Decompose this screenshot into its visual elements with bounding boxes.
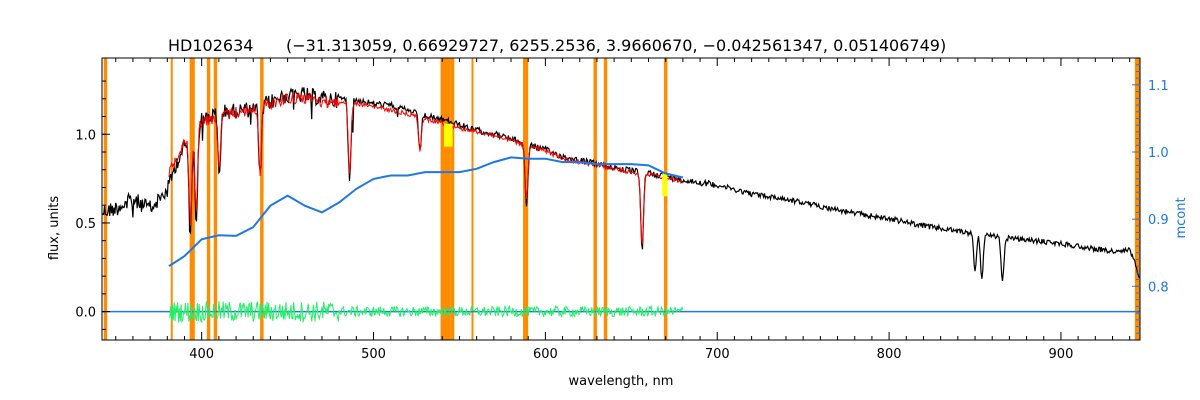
masked-regions-layer <box>103 58 1140 340</box>
masked-region-11 <box>603 58 608 340</box>
y-tick-label: 0.0 <box>75 306 96 321</box>
y-tick-label: 1.0 <box>75 128 96 143</box>
y2-tick-label: 0.9 <box>1148 213 1169 228</box>
masked-region-5 <box>260 58 264 340</box>
y2-axis-label: mcont <box>1174 197 1189 238</box>
x-tick-label: 700 <box>705 347 730 362</box>
masked-region-2 <box>189 58 195 340</box>
y-axis-label: flux, units <box>47 196 62 261</box>
residuals-line <box>168 300 684 324</box>
chart-subtitle: (−31.313059, 0.66929727, 6255.2536, 3.96… <box>286 36 946 55</box>
masked-region-12 <box>663 58 668 340</box>
residuals-layer <box>102 300 1140 324</box>
highlight-segment-1 <box>662 173 668 197</box>
x-tick-label: 400 <box>189 347 214 362</box>
masked-region-1 <box>170 58 173 340</box>
masked-region-4 <box>213 58 218 340</box>
mcont-layer <box>168 156 684 267</box>
masked-region-7 <box>450 58 455 340</box>
observed-spectrum-layer <box>101 86 1141 281</box>
model-spectrum-layer <box>168 92 684 245</box>
model-spectrum-line <box>168 92 684 245</box>
masked-region-0 <box>103 58 108 340</box>
masked-region-10 <box>593 58 597 340</box>
y2-ticks-layer: 0.8 0.9 1.0 1.1 <box>1132 64 1169 334</box>
x-tick-label: 800 <box>877 347 902 362</box>
highlight-segment-0 <box>443 123 453 147</box>
x-ticks-layer: 400 500 600 700 800 900 <box>115 58 1131 362</box>
x-tick-label: 900 <box>1049 347 1074 362</box>
masked-region-3 <box>206 58 211 340</box>
observed-spectrum-line <box>101 86 1141 281</box>
y-ticks-layer: 0.0 0.5 1.0 <box>75 80 110 330</box>
mcont-line <box>168 156 684 267</box>
plot-frame <box>101 57 1141 341</box>
plot-border <box>101 57 1141 341</box>
y2-tick-label: 1.0 <box>1148 146 1169 161</box>
masked-region-6 <box>440 58 451 340</box>
masked-region-8 <box>471 58 474 340</box>
y2-tick-label: 1.1 <box>1148 79 1169 94</box>
y-tick-label: 0.5 <box>75 217 96 232</box>
y2-tick-label: 0.8 <box>1148 280 1169 295</box>
chart-title: HD102634 <box>168 36 253 55</box>
x-tick-label: 600 <box>533 347 558 362</box>
x-tick-label: 500 <box>361 347 386 362</box>
x-axis-label: wavelength, nm <box>569 374 674 389</box>
